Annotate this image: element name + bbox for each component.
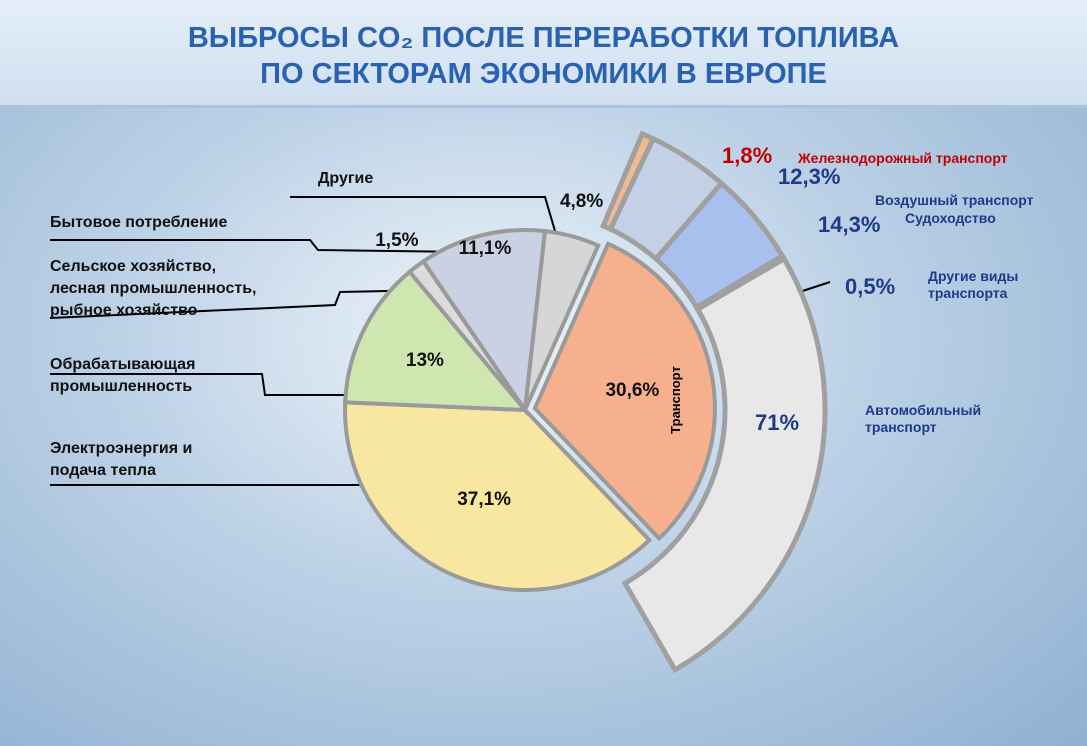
leader-line (50, 239, 471, 253)
chart-title: ВЫБРОСЫ CO₂ ПОСЛЕ ПЕРЕРАБОТКИ ТОПЛИВА (187, 22, 900, 54)
value-label: 12,3% (778, 164, 841, 189)
value-label: 37,1% (457, 489, 512, 511)
category-label: Судоходство (905, 210, 996, 226)
value-label: 11,1% (458, 238, 512, 260)
value-label: 0,5% (845, 274, 896, 299)
leader-line (50, 373, 372, 396)
value-label: 4,8% (559, 190, 604, 212)
category-label: Воздушный транспорт (875, 192, 1034, 208)
slice-name: Транспорт (668, 366, 683, 434)
value-label: 1,5% (375, 229, 419, 251)
category-label: Другие виды транспорта (928, 268, 1019, 301)
pie-slice (343, 268, 530, 413)
category-label: Железнодорожный транспорт (798, 150, 1008, 166)
value-label: 14,3% (818, 212, 881, 237)
pie-slice (420, 228, 548, 416)
value-label: 1,8% (722, 143, 773, 168)
category-label: Обрабатывающая промышленность (50, 356, 196, 395)
pie-slice (532, 241, 717, 542)
breakout-segment (621, 255, 828, 674)
category-label: Другие (318, 170, 374, 187)
category-label: Сельское хозяйство, лесная промышленност… (50, 258, 257, 319)
value-label: 13% (405, 349, 444, 371)
category-label: Автомобильный транспорт (865, 402, 982, 435)
value-label: 30,6% (605, 380, 660, 402)
chart-title: ПО СЕКТОРАМ ЭКОНОМИКИ В ЕВРОПЕ (260, 58, 827, 90)
value-label: 71% (755, 410, 800, 435)
category-label: Электроэнергия и подача тепла (50, 440, 193, 479)
header: ВЫБРОСЫ CO₂ ПОСЛЕ ПЕРЕРАБОТКИ ТОПЛИВА ПО… (0, 0, 1087, 108)
pie-slice (343, 400, 653, 592)
category-label: Бытовое потребление (50, 214, 228, 231)
pie-slice (523, 228, 601, 411)
